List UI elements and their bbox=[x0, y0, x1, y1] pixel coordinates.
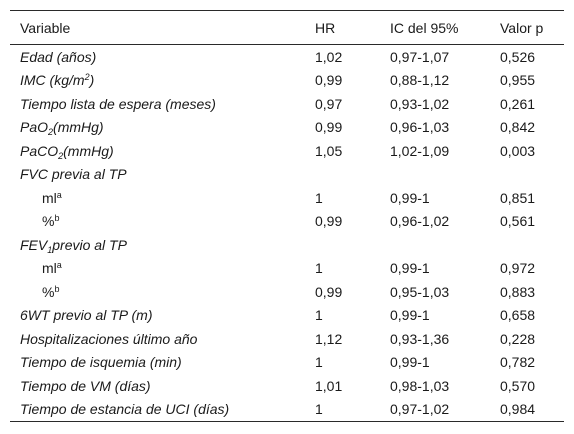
table-row: Edad (años) 1,02 0,97-1,07 0,526 bbox=[10, 45, 564, 69]
cell-hr: 1,01 bbox=[315, 377, 343, 394]
cell-hr: 1 bbox=[315, 307, 323, 324]
cell-p-value: 0,955 bbox=[500, 72, 536, 89]
header-p-value: Valor p bbox=[488, 10, 564, 45]
row-sublabel: mla bbox=[42, 189, 62, 206]
results-table-container: Variable HR IC del 95% Valor p Edad (año… bbox=[10, 10, 564, 422]
cell-hr: 0,99 bbox=[315, 213, 343, 230]
cell-ic: 0,99-1 bbox=[390, 260, 430, 277]
cell-ic: 0,93-1,02 bbox=[390, 95, 450, 112]
table-row: Tiempo de estancia de UCI (días) 1 0,97-… bbox=[10, 397, 564, 422]
table-header: Variable HR IC del 95% Valor p bbox=[10, 10, 564, 45]
cell-p-value: 0,883 bbox=[500, 283, 536, 300]
cell-p-value bbox=[488, 163, 564, 187]
cell-p-value: 0,842 bbox=[500, 119, 536, 136]
cell-ic: 0,93-1,36 bbox=[390, 330, 450, 347]
table-row: FEV1previo al TP bbox=[10, 233, 564, 257]
row-sublabel: %b bbox=[42, 283, 60, 300]
cell-p-value: 0,782 bbox=[500, 354, 536, 371]
cell-hr: 1,12 bbox=[315, 330, 343, 347]
cell-ic: 0,95-1,03 bbox=[390, 283, 450, 300]
cell-p-value: 0,984 bbox=[488, 397, 564, 422]
cell-p-value: 0,570 bbox=[500, 377, 536, 394]
cell-p-value: 0,228 bbox=[500, 330, 536, 347]
cell-hr: 0,99 bbox=[315, 119, 343, 136]
header-ic: IC del 95% bbox=[378, 10, 488, 45]
row-label: 6WT previo al TP (m) bbox=[20, 307, 153, 324]
cell-ic: 0,99-1 bbox=[390, 354, 430, 371]
cell-ic: 0,96-1,03 bbox=[390, 119, 450, 136]
table-row: %b 0,99 0,95-1,03 0,883 bbox=[10, 280, 564, 304]
row-label: Tiempo de VM (días) bbox=[20, 377, 151, 394]
table-row: mla 1 0,99-1 0,851 bbox=[10, 186, 564, 210]
cell-hr: 0,97 bbox=[315, 95, 343, 112]
table-row: Tiempo de isquemia (min) 1 0,99-1 0,782 bbox=[10, 351, 564, 375]
cell-hr: 1 bbox=[303, 397, 378, 422]
cell-ic bbox=[378, 233, 488, 257]
cell-p-value: 0,561 bbox=[500, 213, 536, 230]
cell-ic: 0,97-1,07 bbox=[390, 48, 450, 65]
cell-ic: 0,97-1,02 bbox=[378, 397, 488, 422]
row-group-label: FVC previa al TP bbox=[20, 166, 127, 183]
table-row: Tiempo de VM (días) 1,01 0,98-1,03 0,570 bbox=[10, 374, 564, 398]
hazard-ratio-table: Variable HR IC del 95% Valor p Edad (año… bbox=[10, 10, 564, 422]
row-sublabel: %b bbox=[42, 213, 60, 230]
cell-hr: 1 bbox=[315, 354, 323, 371]
table-body: Edad (años) 1,02 0,97-1,07 0,526 IMC (kg… bbox=[10, 45, 564, 422]
row-group-label: FEV1previo al TP bbox=[20, 236, 127, 255]
cell-p-value: 0,003 bbox=[500, 142, 536, 159]
header-variable: Variable bbox=[10, 10, 303, 45]
cell-p-value: 0,658 bbox=[500, 307, 536, 324]
cell-p-value: 0,261 bbox=[500, 95, 536, 112]
cell-ic: 0,88-1,12 bbox=[390, 72, 450, 89]
table-row: 6WT previo al TP (m) 1 0,99-1 0,658 bbox=[10, 304, 564, 328]
header-row: Variable HR IC del 95% Valor p bbox=[10, 10, 564, 45]
cell-hr: 0,99 bbox=[315, 72, 343, 89]
cell-hr bbox=[303, 233, 378, 257]
row-sublabel: mla bbox=[42, 260, 62, 277]
cell-hr: 0,99 bbox=[315, 283, 343, 300]
cell-p-value: 0,526 bbox=[500, 48, 536, 65]
cell-hr: 1,05 bbox=[315, 142, 343, 159]
row-label: Tiempo de estancia de UCI (días) bbox=[10, 397, 303, 422]
row-label: Tiempo lista de espera (meses) bbox=[20, 95, 216, 112]
row-label: IMC (kg/m2) bbox=[20, 72, 95, 89]
header-hr: HR bbox=[303, 10, 378, 45]
table-row: Tiempo lista de espera (meses) 0,97 0,93… bbox=[10, 92, 564, 116]
cell-hr: 1,02 bbox=[315, 48, 343, 65]
row-label: Hospitalizaciones último año bbox=[20, 330, 198, 347]
cell-p-value: 0,972 bbox=[500, 260, 536, 277]
table-row: PaO2(mmHg) 0,99 0,96-1,03 0,842 bbox=[10, 116, 564, 140]
cell-ic: 0,96-1,02 bbox=[390, 213, 450, 230]
row-label: PaO2(mmHg) bbox=[20, 119, 104, 138]
row-label: PaCO2(mmHg) bbox=[20, 142, 114, 161]
table-row: IMC (kg/m2) 0,99 0,88-1,12 0,955 bbox=[10, 69, 564, 93]
cell-ic bbox=[378, 163, 488, 187]
cell-ic: 0,99-1 bbox=[390, 189, 430, 206]
table-row: %b 0,99 0,96-1,02 0,561 bbox=[10, 210, 564, 234]
row-label: Tiempo de isquemia (min) bbox=[20, 354, 182, 371]
table-row: Hospitalizaciones último año 1,12 0,93-1… bbox=[10, 327, 564, 351]
cell-hr: 1 bbox=[315, 189, 323, 206]
cell-hr bbox=[303, 163, 378, 187]
row-label: Edad (años) bbox=[20, 48, 97, 65]
table-row: FVC previa al TP bbox=[10, 163, 564, 187]
cell-p-value bbox=[488, 233, 564, 257]
cell-ic: 0,98-1,03 bbox=[390, 377, 450, 394]
cell-ic: 0,99-1 bbox=[390, 307, 430, 324]
cell-p-value: 0,851 bbox=[500, 189, 536, 206]
table-row: PaCO2(mmHg) 1,05 1,02-1,09 0,003 bbox=[10, 139, 564, 163]
cell-ic: 1,02-1,09 bbox=[390, 142, 450, 159]
cell-hr: 1 bbox=[315, 260, 323, 277]
table-row: mla 1 0,99-1 0,972 bbox=[10, 257, 564, 281]
